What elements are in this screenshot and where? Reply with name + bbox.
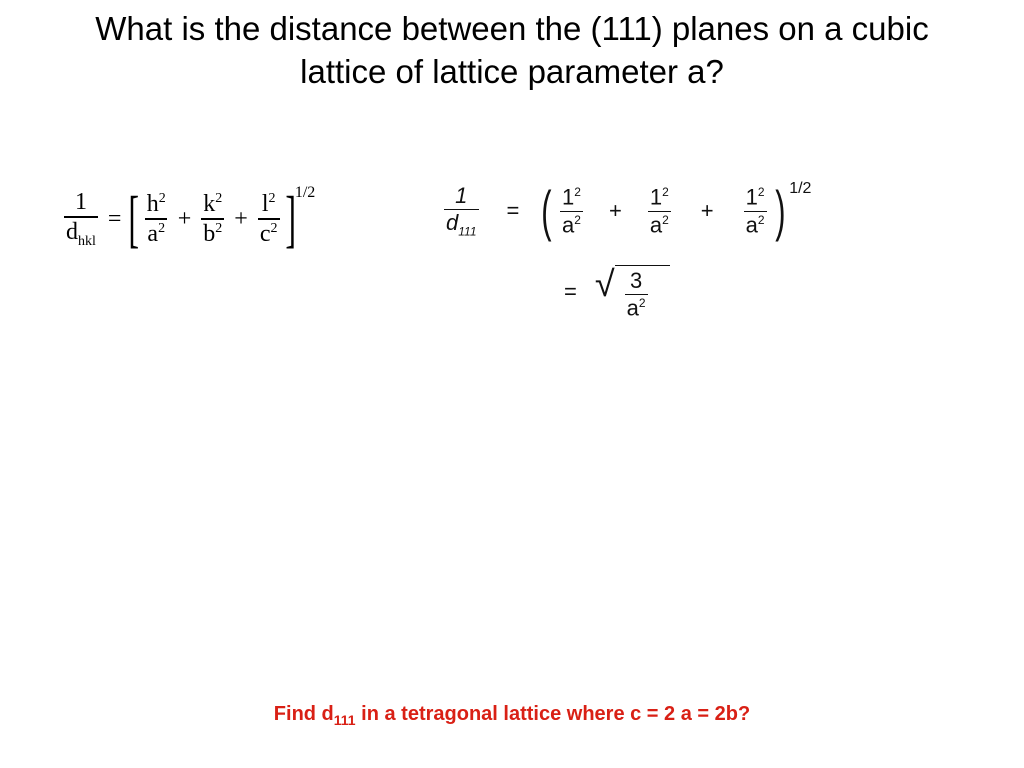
handwritten-work: 1 d111 = ( 12 a2 + 12 a2 + 12 a2 ) 1/2 =…: [440, 185, 1000, 320]
hw-plus-b: +: [701, 198, 714, 224]
hw-outer-exp: 1/2: [789, 180, 811, 198]
hw-equals: =: [507, 198, 520, 224]
hw-term-c: 12 a2: [744, 186, 767, 236]
equals-sign: =: [108, 206, 122, 233]
hw-tc-db: a: [746, 212, 758, 237]
den-d: d: [66, 219, 78, 245]
hw-plus-a: +: [609, 198, 622, 224]
hw-tc-ne: 2: [758, 185, 765, 199]
term1-fraction: h2 a2: [145, 192, 168, 246]
hw-sqrt-num: 3: [628, 270, 644, 294]
hw-tb-ne: 2: [662, 185, 669, 199]
t1-num-base: h: [147, 191, 159, 217]
t2-num-base: k: [203, 191, 215, 217]
hw-right-paren: ): [775, 186, 785, 236]
hw-den-sub: 111: [458, 224, 476, 238]
hw-equals2: =: [564, 279, 577, 305]
slide-title: What is the distance between the (111) p…: [0, 0, 1024, 94]
t3-num-base: l: [262, 191, 269, 217]
term3-fraction: l2 c2: [258, 192, 280, 246]
hw-ta-nb: 1: [562, 185, 574, 210]
hw-radical: √ 3 a2: [595, 263, 670, 319]
t1-den-base: a: [147, 221, 158, 247]
hw-ta-ne: 2: [574, 185, 581, 199]
outer-exponent: 1/2: [295, 184, 315, 202]
plus2: +: [234, 206, 248, 233]
hw-lhs-den: d111: [444, 209, 479, 237]
lhs-numerator: 1: [73, 190, 89, 216]
lhs-denominator: dhkl: [64, 216, 98, 249]
hw-term-b: 12 a2: [648, 186, 671, 236]
footer-sub: 111: [334, 712, 356, 728]
term2-fraction: k2 b2: [201, 192, 224, 246]
hw-den-d: d: [446, 210, 458, 235]
hw-sqrt-de: 2: [639, 296, 646, 310]
hw-ta-de: 2: [574, 213, 581, 227]
t3-den-base: c: [260, 221, 271, 247]
t3-den-exp: 2: [271, 221, 278, 236]
footer-pre: Find d: [274, 703, 334, 725]
hw-lhs-num: 1: [453, 185, 469, 209]
footer-post: in a tetragonal lattice where c = 2 a = …: [356, 703, 751, 725]
lhs-fraction: 1 dhkl: [64, 190, 98, 249]
footer-question: Find d111 in a tetragonal lattice where …: [0, 703, 1024, 728]
left-bracket: [: [129, 191, 140, 247]
t2-num-exp: 2: [215, 191, 222, 206]
hw-ta-db: a: [562, 212, 574, 237]
t2-den-exp: 2: [215, 221, 222, 236]
hw-term-a: 12 a2: [560, 186, 583, 236]
printed-formula: 1 dhkl = [ h2 a2 + k2 b2 + l2 c2 ] 1/2: [60, 190, 390, 249]
hw-left-paren: (: [542, 186, 552, 236]
hw-tc-nb: 1: [746, 185, 758, 210]
hw-tb-db: a: [650, 212, 662, 237]
hw-sqrt-frac: 3 a2: [625, 270, 648, 319]
hw-sqrt-db: a: [627, 296, 639, 321]
den-sub-hkl: hkl: [78, 234, 96, 249]
t3-num-exp: 2: [269, 191, 276, 206]
hw-tc-de: 2: [758, 213, 765, 227]
hw-tb-de: 2: [662, 213, 669, 227]
hw-lhs-fraction: 1 d111: [444, 185, 479, 237]
sqrt-icon: √: [595, 269, 615, 299]
t1-num-exp: 2: [159, 191, 166, 206]
plus1: +: [178, 206, 192, 233]
hw-tb-nb: 1: [650, 185, 662, 210]
t1-den-exp: 2: [158, 221, 165, 236]
t2-den-base: b: [203, 221, 215, 247]
